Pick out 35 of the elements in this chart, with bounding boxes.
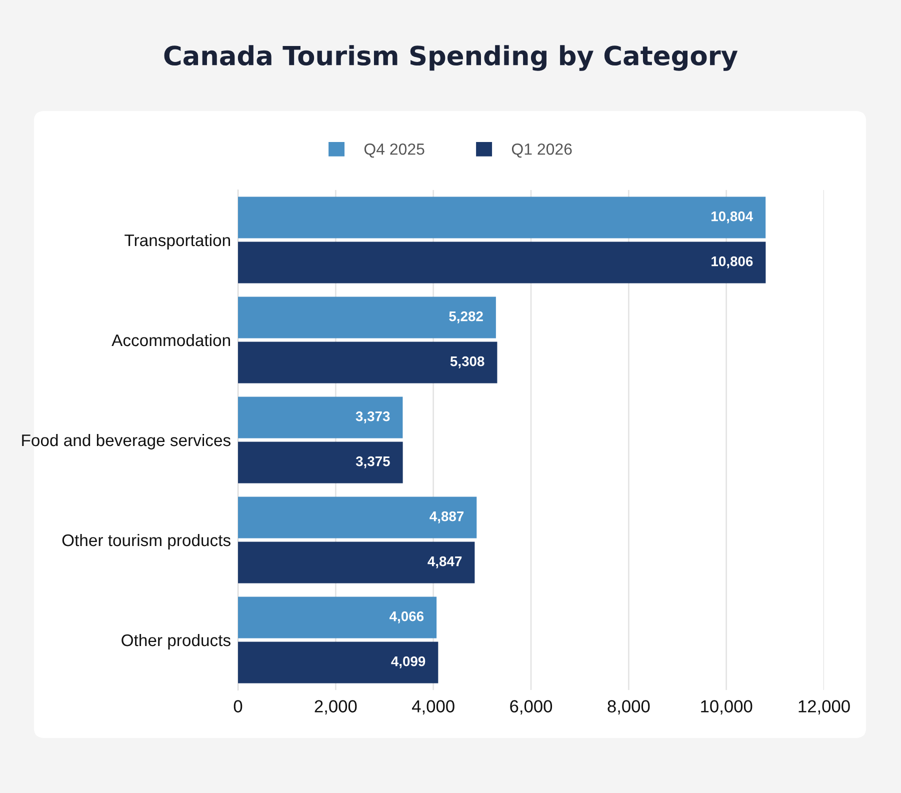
- x-tick-label: 12,000: [798, 700, 850, 715]
- data-label: 5,308: [450, 356, 484, 368]
- bar: [238, 442, 403, 484]
- chart-title: Canada Tourism Spending by Category: [164, 45, 738, 71]
- y-tick-label: Food and beverage services: [22, 434, 230, 450]
- bar: [238, 642, 438, 684]
- data-label: 4,887: [430, 511, 464, 524]
- legend-label: Q1 2026: [512, 144, 572, 158]
- y-tick-label: Accommodation: [112, 334, 230, 346]
- data-label: 3,375: [356, 456, 390, 468]
- x-tick-label: 10,000: [701, 700, 752, 715]
- bar: [238, 496, 477, 538]
- x-tick-label: 2,000: [314, 700, 357, 715]
- bar: [238, 596, 437, 638]
- bar: [238, 296, 496, 338]
- data-label: 4,066: [390, 611, 424, 624]
- data-label: 10,806: [712, 256, 753, 268]
- y-tick-label: Other products: [122, 634, 230, 650]
- data-label: 10,804: [711, 211, 754, 224]
- y-tick-label: Transportation: [124, 234, 230, 250]
- x-tick-label: 6,000: [510, 700, 552, 715]
- data-label: 4,099: [391, 656, 426, 668]
- x-tick-label: 4,000: [412, 700, 454, 715]
- bar: [238, 196, 766, 238]
- y-tick-label: Other tourism products: [62, 534, 230, 550]
- bar: [238, 396, 403, 438]
- bar: [238, 342, 498, 384]
- bar: [238, 242, 766, 284]
- legend-label: Q4 2025: [364, 144, 424, 158]
- data-label: 5,282: [449, 311, 483, 324]
- bar: [238, 542, 475, 584]
- x-tick-label: 8,000: [608, 700, 650, 715]
- data-label: 4,847: [428, 556, 462, 568]
- x-tick-label: 0: [234, 700, 242, 712]
- data-label: 3,373: [356, 411, 390, 424]
